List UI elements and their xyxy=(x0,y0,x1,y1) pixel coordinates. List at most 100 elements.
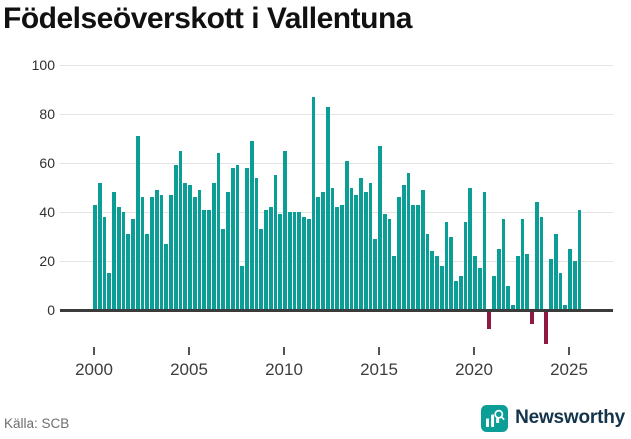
chart-title: Födelseöverskott i Vallentuna xyxy=(3,2,412,35)
bar xyxy=(525,253,530,310)
source-note: Källa: SCB xyxy=(4,416,70,431)
bar xyxy=(449,236,454,310)
y-tick-label: 40 xyxy=(39,204,55,220)
bar xyxy=(188,185,192,310)
bar xyxy=(302,216,306,310)
bar xyxy=(406,172,411,310)
bar xyxy=(316,197,321,310)
bar xyxy=(354,194,359,310)
x-tick xyxy=(188,347,190,355)
bar xyxy=(397,197,401,310)
bar xyxy=(368,182,373,310)
bar xyxy=(221,229,226,310)
bar xyxy=(387,219,392,310)
chart-footer: Källa: SCB Newsworthy xyxy=(0,401,631,439)
x-tick-label: 2025 xyxy=(550,360,588,379)
bar xyxy=(254,177,259,310)
bar xyxy=(93,204,97,310)
bar xyxy=(202,209,207,310)
bar xyxy=(178,150,183,310)
bar xyxy=(226,192,230,310)
bar xyxy=(572,261,577,310)
bar xyxy=(230,167,235,310)
bar xyxy=(430,251,435,310)
y-tick-label: 80 xyxy=(39,106,55,122)
bar xyxy=(401,185,406,310)
y-tick-label: 100 xyxy=(31,57,55,73)
bar xyxy=(183,182,188,310)
bar xyxy=(411,204,416,310)
bar xyxy=(458,275,463,310)
bar xyxy=(392,256,397,310)
x-axis-line xyxy=(60,309,613,312)
gridline xyxy=(60,65,613,66)
bar xyxy=(245,167,249,310)
y-tick-label: 20 xyxy=(39,253,55,269)
bar xyxy=(121,212,126,310)
bar xyxy=(297,212,302,310)
bar xyxy=(435,256,439,310)
gridline xyxy=(60,163,613,164)
bar xyxy=(492,275,496,310)
bar xyxy=(340,204,344,310)
y-tick-label: 0 xyxy=(47,302,55,318)
bar xyxy=(107,273,112,310)
bar xyxy=(468,187,473,310)
bar xyxy=(259,229,264,310)
bar xyxy=(344,160,349,310)
bar xyxy=(325,106,330,310)
bar xyxy=(278,214,283,310)
bar xyxy=(416,204,420,310)
bar xyxy=(154,189,159,310)
bar xyxy=(454,280,458,310)
bar xyxy=(506,285,511,310)
bar xyxy=(192,197,197,310)
bar xyxy=(102,216,107,310)
bar xyxy=(473,256,477,310)
bar xyxy=(549,258,553,310)
bar xyxy=(539,216,544,310)
bar xyxy=(487,312,492,330)
bar xyxy=(439,265,444,310)
bar xyxy=(425,234,430,310)
bar xyxy=(349,187,354,310)
bar xyxy=(211,182,216,310)
bar xyxy=(515,256,520,310)
x-tick xyxy=(93,347,95,355)
bar xyxy=(511,305,515,310)
bar xyxy=(577,209,582,310)
newsworthy-wordmark: Newsworthy xyxy=(515,407,625,428)
bar xyxy=(164,243,169,310)
bar xyxy=(97,182,102,310)
bar xyxy=(173,165,178,310)
bar xyxy=(287,212,292,310)
bar xyxy=(169,194,173,310)
newsworthy-logo: Newsworthy xyxy=(481,403,625,433)
bar xyxy=(273,175,278,310)
bar xyxy=(501,219,506,310)
bar xyxy=(568,248,572,310)
x-tick xyxy=(283,347,285,355)
bar xyxy=(283,150,287,310)
bar xyxy=(558,273,563,310)
bar xyxy=(463,221,468,310)
bar xyxy=(159,194,164,310)
bar xyxy=(140,197,145,310)
x-tick xyxy=(473,347,475,355)
x-tick xyxy=(378,347,380,355)
bar xyxy=(292,212,297,310)
bar xyxy=(477,268,482,310)
x-tick-label: 2005 xyxy=(170,360,208,379)
bar xyxy=(335,207,340,310)
bar xyxy=(359,177,363,310)
bar xyxy=(112,192,116,310)
bar xyxy=(126,234,131,310)
bar xyxy=(534,202,539,310)
x-tick-label: 2020 xyxy=(455,360,493,379)
bar xyxy=(249,140,254,310)
bar xyxy=(363,192,368,310)
bar xyxy=(240,265,245,310)
bar xyxy=(135,136,140,310)
bar xyxy=(530,312,534,325)
